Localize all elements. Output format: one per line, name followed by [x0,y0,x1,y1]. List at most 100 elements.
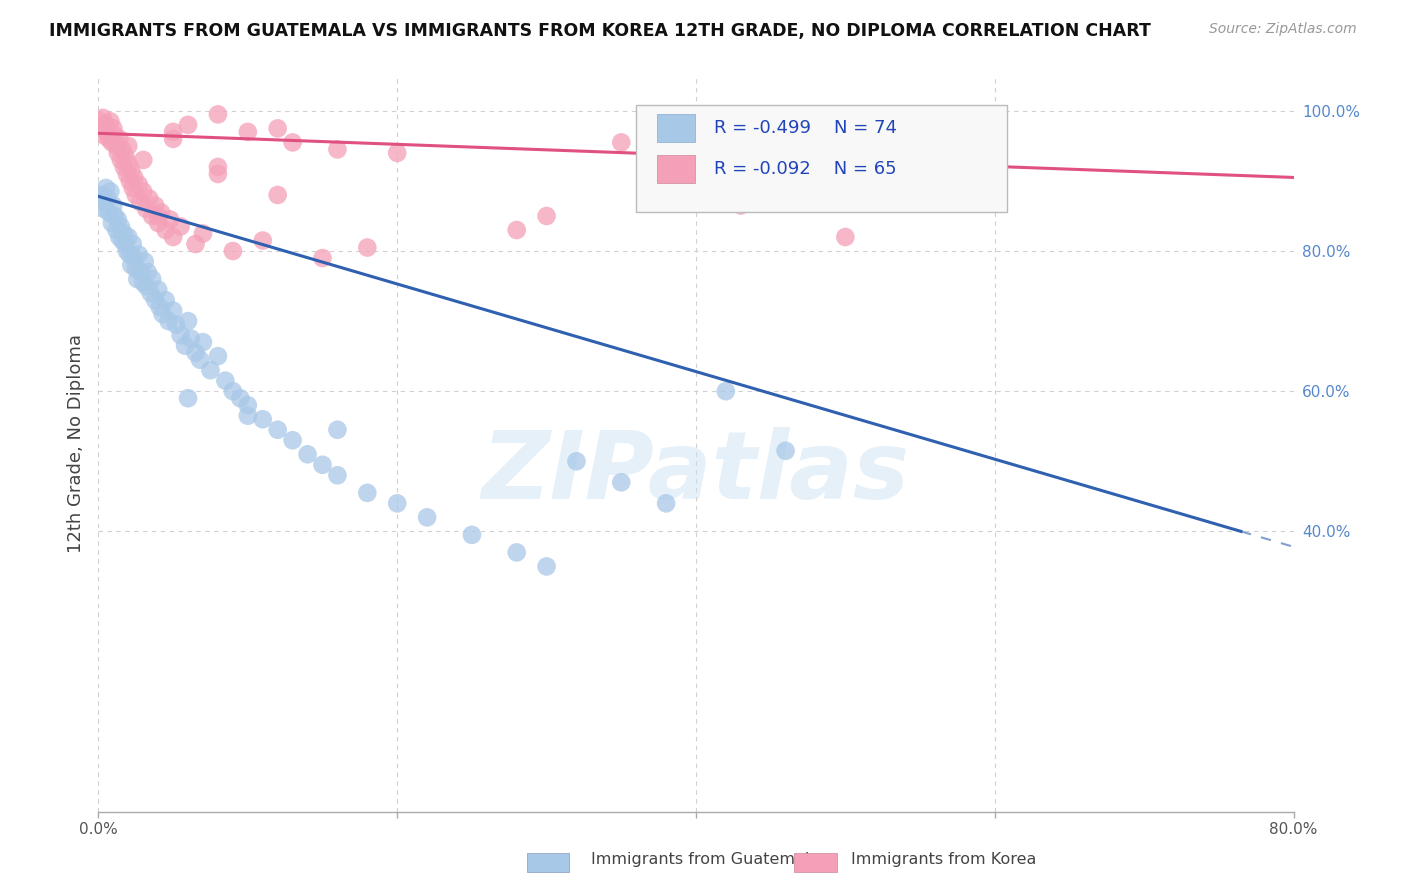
Point [188,352,211,367]
Point [191,335,214,350]
Point [356,485,378,500]
Point [536,209,558,223]
Point [93,128,115,143]
Point [229,391,252,405]
Point [184,345,207,359]
Point [207,107,229,121]
FancyBboxPatch shape [657,154,695,183]
Point [162,132,184,146]
Point [162,230,184,244]
Point [207,349,229,363]
Point [121,181,143,195]
Point [610,136,633,150]
Point [93,202,115,216]
Point [162,125,184,139]
Point [107,212,129,227]
Point [326,423,349,437]
Text: R = -0.499    N = 74: R = -0.499 N = 74 [714,119,897,137]
Point [610,475,633,490]
Point [148,209,170,223]
Point [267,121,290,136]
Point [128,178,150,192]
Point [655,496,678,510]
Point [124,251,146,265]
Point [281,434,304,448]
Point [135,279,157,293]
Point [169,219,191,234]
Point [236,409,259,423]
Point [120,258,142,272]
Point [115,244,138,258]
Point [90,188,112,202]
Point [96,192,118,206]
Point [139,286,162,301]
Point [103,121,125,136]
Point [184,237,207,252]
Point [111,143,134,157]
Point [104,209,127,223]
Point [506,545,529,559]
Point [125,261,148,276]
Point [89,114,111,128]
Point [141,209,163,223]
Point [236,398,259,412]
Point [121,237,143,252]
FancyBboxPatch shape [637,105,1007,212]
Point [506,223,529,237]
Point [128,247,150,261]
Point [834,230,856,244]
Point [565,454,588,468]
Text: Immigrants from Korea: Immigrants from Korea [851,852,1036,867]
Point [385,496,409,510]
Point [775,443,797,458]
Text: ZIPatlas: ZIPatlas [482,427,910,519]
Point [143,198,166,212]
Point [97,205,120,219]
Point [115,167,138,181]
Point [120,163,142,178]
Point [385,145,409,160]
Y-axis label: 12th Grade, No Diploma: 12th Grade, No Diploma [66,334,84,553]
Point [143,293,166,307]
Point [461,528,484,542]
Point [110,153,132,167]
Point [96,125,118,139]
Point [101,136,124,150]
Point [98,114,122,128]
Point [111,234,134,248]
Point [157,314,180,328]
Point [536,559,558,574]
Point [141,272,163,286]
Point [105,223,128,237]
Point [104,128,127,143]
Point [174,338,197,352]
Point [207,167,229,181]
Text: Source: ZipAtlas.com: Source: ZipAtlas.com [1209,22,1357,37]
Point [155,223,177,237]
Point [207,160,229,174]
Point [236,125,259,139]
Point [155,293,177,307]
Point [108,230,131,244]
Point [101,216,124,230]
Point [129,194,152,209]
Point [148,216,170,230]
Point [159,212,181,227]
Point [267,423,290,437]
Point [132,276,155,290]
Point [94,181,117,195]
Point [118,174,141,188]
Point [112,160,135,174]
Point [138,192,160,206]
Point [97,132,120,146]
Point [127,272,149,286]
Point [132,153,155,167]
Point [169,328,191,343]
Point [714,384,737,399]
Point [118,247,141,261]
Point [214,374,236,388]
Point [135,202,157,216]
Point [129,265,152,279]
Point [94,118,117,132]
Point [311,251,333,265]
